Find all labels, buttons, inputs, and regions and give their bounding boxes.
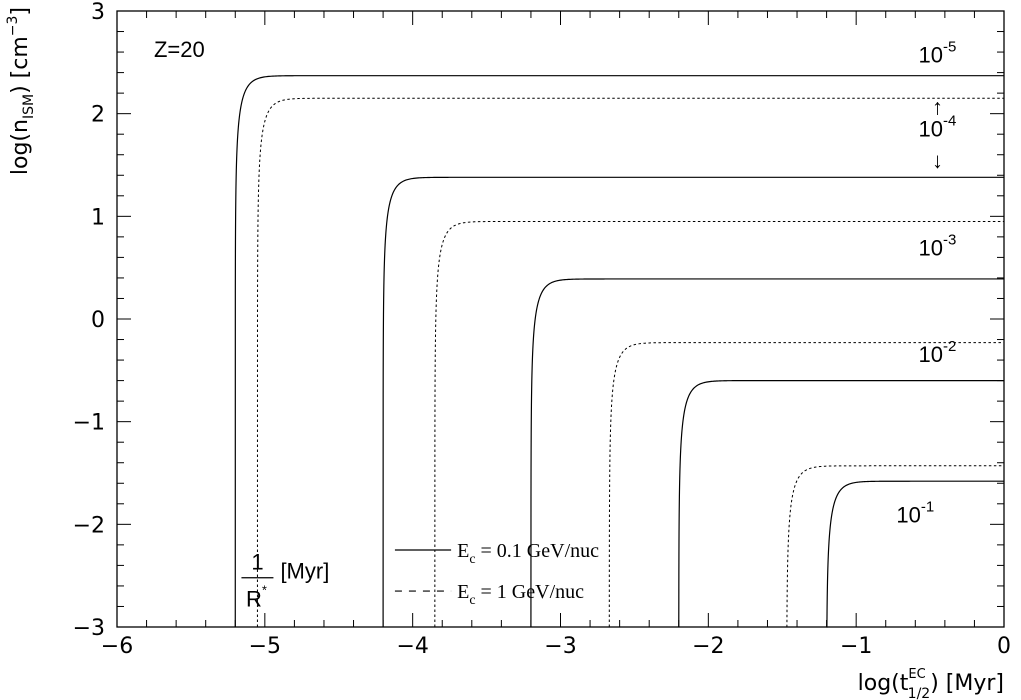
y-axis-title: log(nISM) [cm−3]: [5, 7, 37, 175]
y-axis-title-sub: ISM: [21, 94, 37, 119]
x-tick-label: 0: [997, 634, 1011, 659]
x-tick-label: −1: [840, 634, 872, 659]
inv-r-denominator: R*: [246, 582, 267, 611]
legend-label: Ec = 0.1 GeV/nuc: [457, 540, 599, 567]
y-axis-title-sup: −3: [5, 16, 21, 37]
y-axis-title-mid: ) [cm: [8, 36, 33, 94]
y-tick-label: 2: [91, 103, 105, 128]
rate-label: 10-3: [919, 231, 957, 260]
y-tick-label: −3: [73, 616, 105, 641]
x-axis-title-sup: EC: [908, 667, 925, 682]
rate-label: 10-4: [919, 112, 957, 141]
arrow-up-icon: ↑: [932, 95, 943, 120]
arrow-down-icon: ↓: [932, 148, 943, 173]
curve-dashed-7: [786, 465, 1004, 628]
x-tick-label: −6: [101, 634, 133, 659]
curve-dashed-3: [434, 220, 1004, 628]
y-tick-label: −2: [73, 513, 105, 538]
inv-r-numerator: 1: [251, 550, 263, 575]
curve-dashed-1: [256, 97, 1004, 628]
curve-solid-4: [530, 278, 1004, 628]
annotations: Z=20 10-5 10-4 10-3 10-2 10-1 ↑ ↓ 1 R* [Myr]: [154, 37, 956, 611]
curve-solid-0: [234, 75, 1004, 628]
y-tick-label: 3: [91, 0, 105, 25]
y-axis-title-tail: ]: [8, 7, 33, 16]
curve-solid-6: [678, 380, 1004, 628]
y-tick-label: −1: [73, 411, 105, 436]
curve-dashed-5: [608, 342, 1004, 628]
rate-label: 10-5: [919, 38, 957, 67]
tick-marks: [116, 10, 1005, 628]
curves: [234, 75, 1004, 628]
y-tick-label: 1: [91, 205, 105, 230]
curve-solid-2: [382, 176, 1004, 628]
rate-label: 10-2: [919, 338, 957, 367]
tick-labels: −6 −5 −4 −3 −2 −1 0 −3 −2 −1 0 1 2 3: [73, 0, 1011, 659]
inv-r-unit: [Myr]: [280, 559, 329, 584]
x-tick-label: −5: [249, 634, 281, 659]
y-tick-label: 0: [91, 308, 105, 333]
z-label: Z=20: [154, 37, 205, 62]
legend: Ec = 0.1 GeV/nuc Ec = 1 GeV/nuc: [394, 540, 599, 608]
curve-solid-8: [826, 480, 1004, 628]
legend-label: Ec = 1 GeV/nuc: [457, 581, 584, 608]
plot-frame: [116, 10, 1005, 628]
x-tick-label: −4: [396, 634, 428, 659]
x-axis-title-tail: ) [Myr]: [930, 671, 1004, 696]
x-axis-title-sub: 1/2: [908, 686, 931, 700]
rate-label: 10-1: [896, 498, 934, 527]
x-axis-title: log(tEC 1/2) [Myr]: [858, 667, 1004, 700]
x-tick-label: −2: [692, 634, 724, 659]
x-tick-label: −3: [544, 634, 576, 659]
